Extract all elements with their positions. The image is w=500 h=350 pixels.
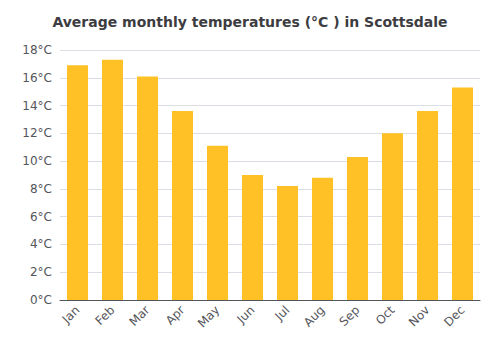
svg-text:Apr: Apr — [163, 303, 188, 328]
svg-text:8°C: 8°C — [30, 182, 52, 196]
svg-text:Sep: Sep — [337, 303, 363, 329]
svg-text:Mar: Mar — [127, 303, 153, 329]
svg-text:4°C: 4°C — [30, 237, 52, 251]
svg-text:Jan: Jan — [59, 303, 83, 327]
svg-text:Nov: Nov — [406, 303, 432, 329]
svg-text:Oct: Oct — [373, 303, 398, 328]
svg-text:0°C: 0°C — [30, 293, 52, 307]
svg-text:Average monthly temperatures (: Average monthly temperatures (°C ) in Sc… — [52, 14, 447, 30]
svg-text:6°C: 6°C — [30, 210, 52, 224]
svg-text:May: May — [195, 303, 222, 330]
svg-text:Jul: Jul — [272, 303, 293, 324]
svg-text:16°C: 16°C — [22, 71, 52, 85]
svg-text:Jun: Jun — [234, 303, 258, 327]
svg-text:Dec: Dec — [441, 303, 467, 329]
svg-text:14°C: 14°C — [22, 99, 52, 113]
svg-text:12°C: 12°C — [22, 126, 52, 140]
svg-text:2°C: 2°C — [30, 265, 52, 279]
svg-text:Feb: Feb — [93, 303, 118, 328]
svg-text:10°C: 10°C — [22, 154, 52, 168]
svg-text:18°C: 18°C — [22, 43, 52, 57]
svg-text:Aug: Aug — [301, 303, 327, 329]
